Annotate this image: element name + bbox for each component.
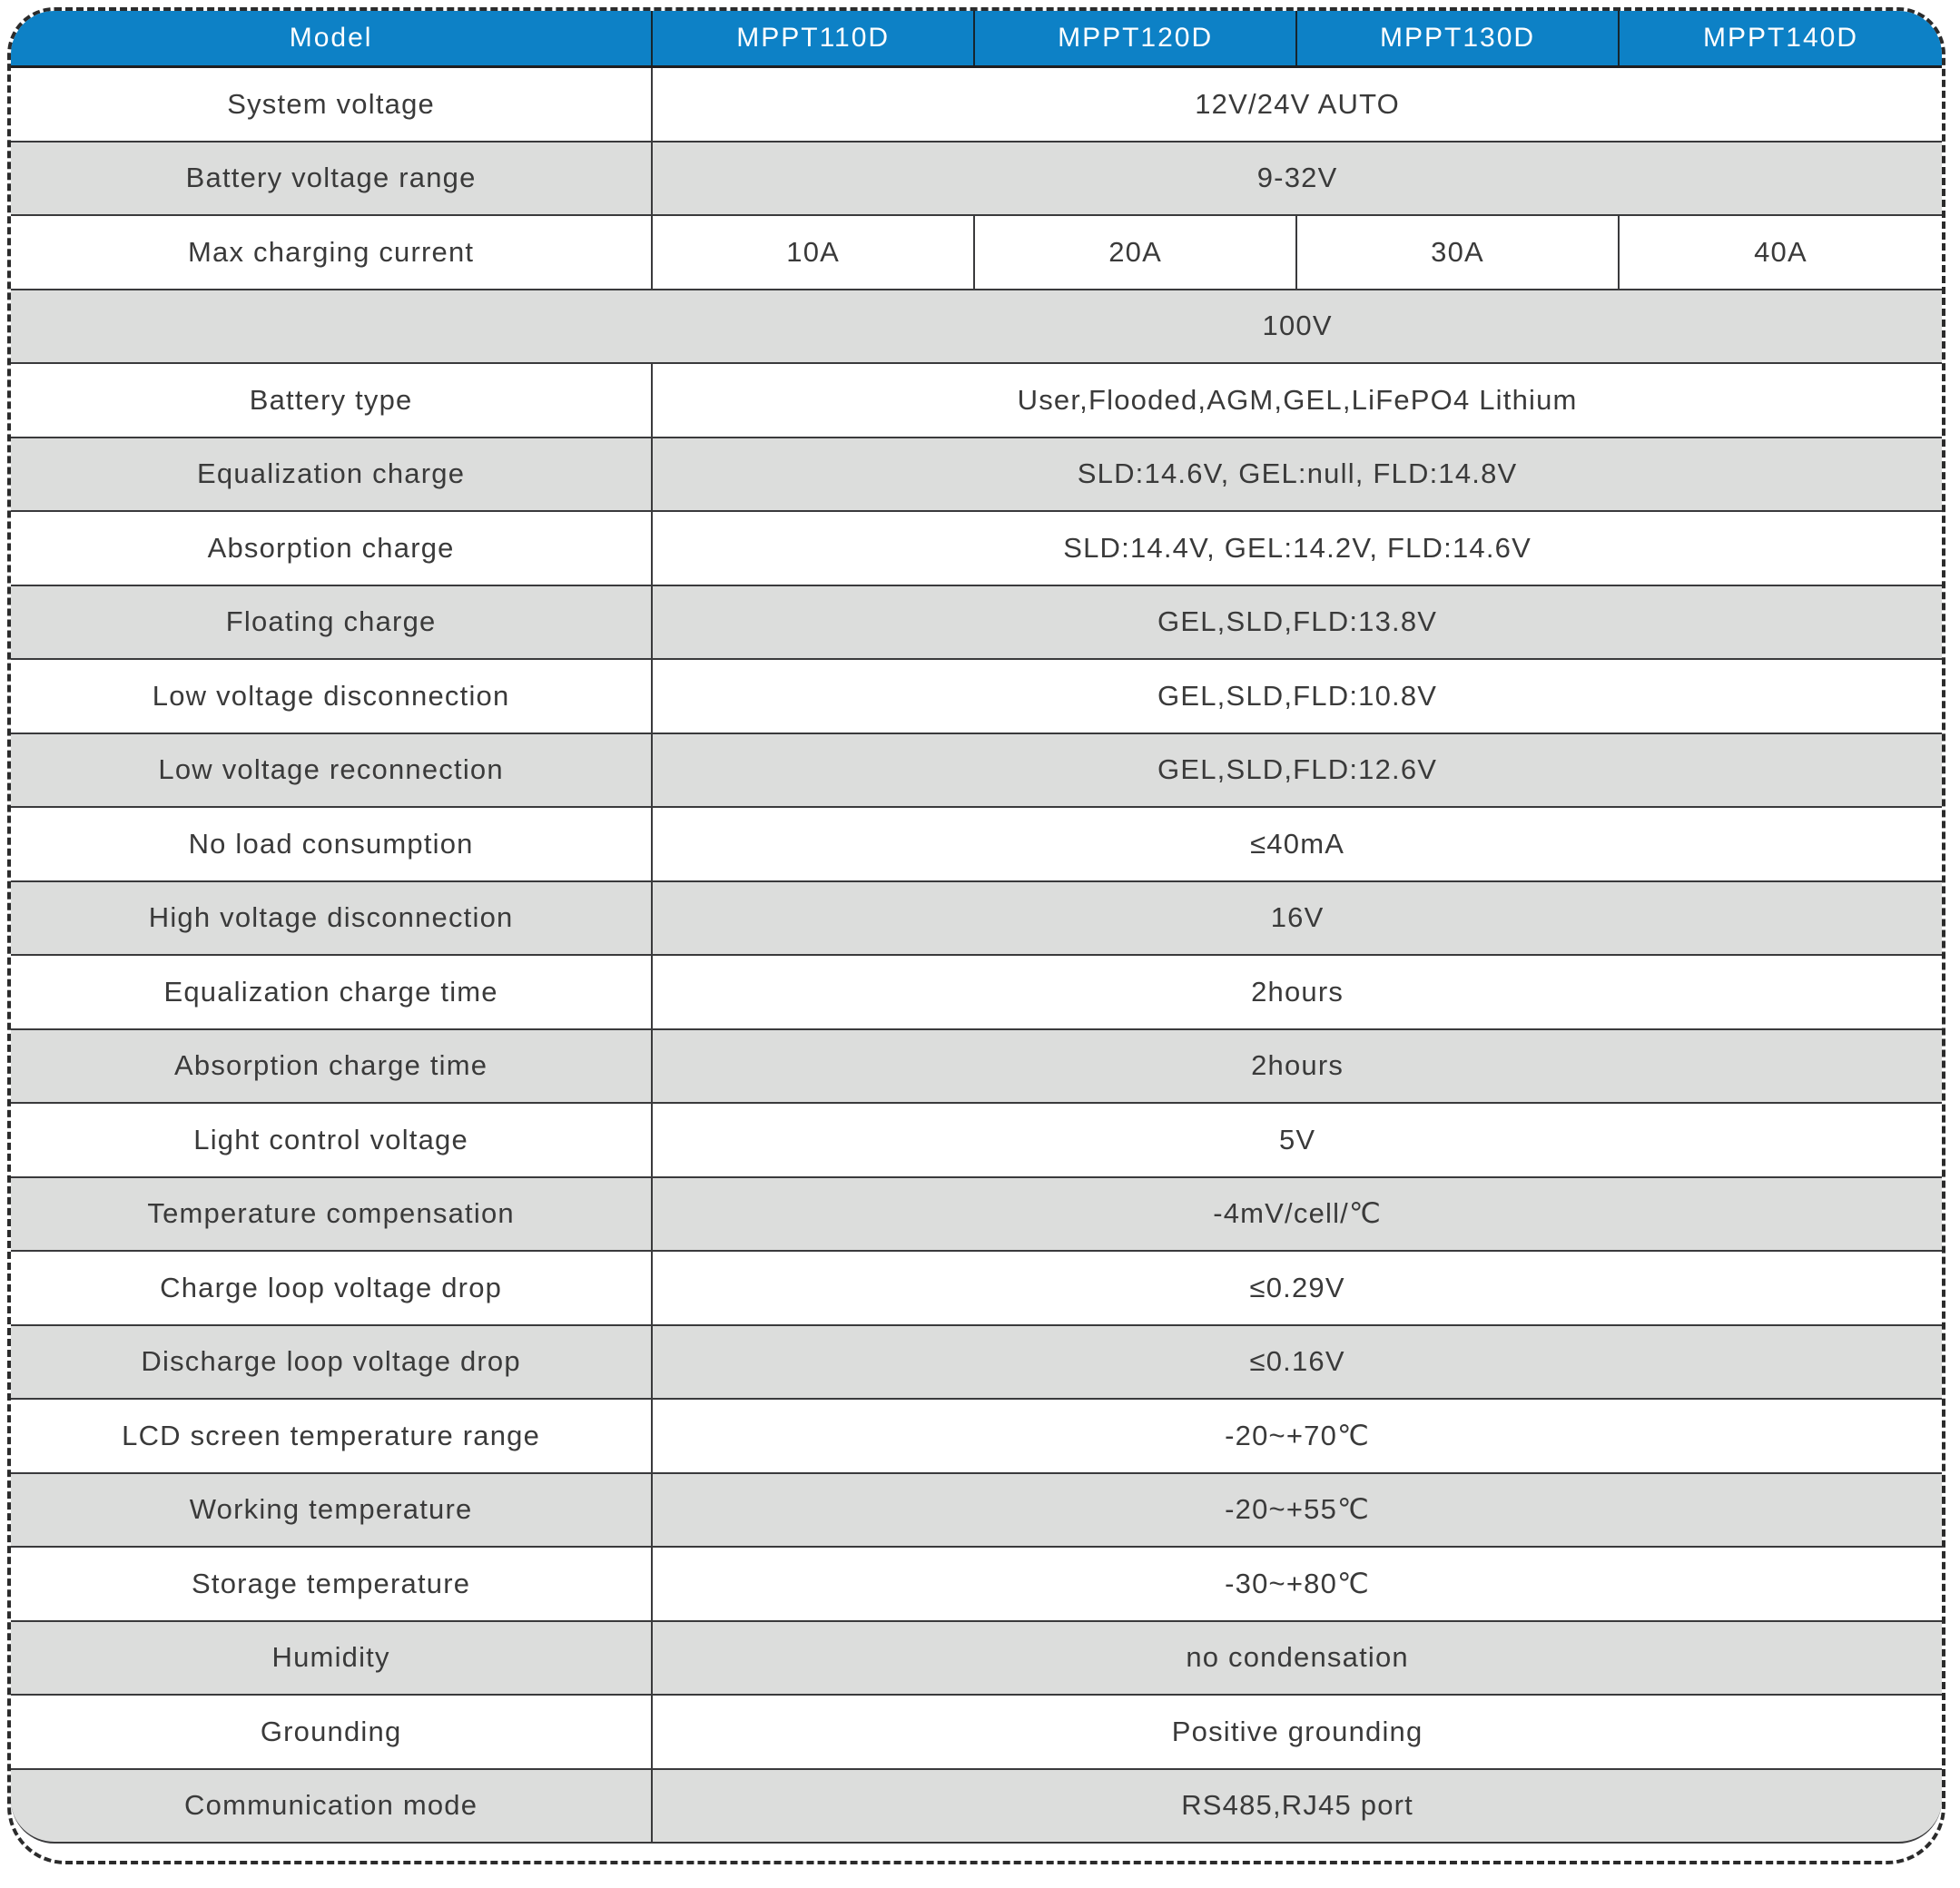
table-row: LCD screen temperature range -20~+70℃ — [11, 1400, 1942, 1474]
row-label: Working temperature — [11, 1473, 654, 1546]
row-value-cell: User,Flooded,AGM,GEL,LiFePO4 Lithium — [1017, 383, 1578, 416]
table-row: Absorption charge SLD:14.4V, GEL:14.2V, F… — [11, 512, 1942, 586]
table-header-row: Model MPPT110D MPPT120D MPPT130D MPPT140… — [11, 11, 1942, 68]
table-row: Max charging current 10A 20A 30A 40A — [11, 216, 1942, 290]
row-label: Communication mode — [11, 1769, 654, 1842]
table-row: Discharge loop voltage drop ≤0.16V — [11, 1325, 1942, 1400]
table-row: Battery voltage range 9-32V — [11, 142, 1942, 216]
row-value-cell: RS485,RJ45 port — [1181, 1789, 1413, 1822]
table-row: No load consumption ≤40mA — [11, 808, 1942, 882]
row-value-cell: GEL,SLD,FLD:10.8V — [1157, 679, 1438, 712]
table-row: Battery type User,Flooded,AGM,GEL,LiFePO4… — [11, 364, 1942, 438]
row-value-cell: 20A — [975, 216, 1298, 289]
table-row: Absorption charge time 2hours — [11, 1029, 1942, 1104]
row-value-cell: 2hours — [1251, 975, 1344, 1008]
table-row: System voltage 12V/24V AUTO — [11, 68, 1942, 143]
table-row: Equalization charge time 2hours — [11, 956, 1942, 1030]
table-row: Low voltage disconnection GEL,SLD,FLD:10.… — [11, 660, 1942, 734]
table-row: Working temperature -20~+55℃ — [11, 1473, 1942, 1548]
table-row: Equalization charge SLD:14.6V, GEL:null, … — [11, 438, 1942, 512]
row-label: High voltage disconnection — [11, 881, 654, 954]
row-label: Equalization charge — [11, 438, 654, 510]
row-label: System voltage — [11, 68, 654, 141]
header-cell-mppt130d: MPPT130D — [1297, 11, 1620, 65]
table-row: Humidity no condensation — [11, 1621, 1942, 1696]
row-label: Charge loop voltage drop — [11, 1252, 654, 1324]
row-label: Low voltage reconnection — [11, 733, 654, 806]
row-label: Storage temperature — [11, 1548, 654, 1620]
table-row: Grounding Positive grounding — [11, 1696, 1942, 1770]
row-value-cell: SLD:14.6V, GEL:null, FLD:14.8V — [1077, 457, 1518, 490]
row-label: Battery type — [11, 364, 654, 437]
row-value-cell: 9-32V — [1256, 162, 1338, 194]
table-row: Low voltage reconnection GEL,SLD,FLD:12.6… — [11, 733, 1942, 808]
row-value-cell: 16V — [1270, 901, 1325, 934]
table-row: Floating charge GEL,SLD,FLD:13.8V — [11, 585, 1942, 660]
row-value-cell: -4mV/cell/℃ — [1213, 1197, 1383, 1230]
spec-table: Model MPPT110D MPPT120D MPPT130D MPPT140… — [7, 7, 1945, 1864]
table-row: Temperature compensation -4mV/cell/℃ — [11, 1177, 1942, 1252]
row-label: Equalization charge time — [11, 956, 654, 1028]
row-value-cell: 10A — [653, 216, 976, 289]
row-value-cell: no condensation — [1186, 1641, 1409, 1674]
row-label: Battery voltage range — [11, 142, 654, 214]
row-label: Absorption charge time — [11, 1029, 654, 1102]
table-row: 100V — [11, 290, 1942, 364]
header-cell-mppt120d: MPPT120D — [975, 11, 1298, 65]
row-value-cell: 30A — [1297, 216, 1620, 289]
row-label: LCD screen temperature range — [11, 1400, 654, 1472]
row-label: Absorption charge — [11, 512, 654, 585]
table-row: Charge loop voltage drop ≤0.29V — [11, 1252, 1942, 1326]
header-cell-mppt110d: MPPT110D — [653, 11, 976, 65]
row-label: Grounding — [11, 1696, 654, 1768]
table-row: High voltage disconnection 16V — [11, 881, 1942, 956]
row-label: Light control voltage — [11, 1104, 654, 1176]
row-value-cell: ≤0.29V — [1249, 1271, 1345, 1303]
row-value-cell: ≤0.16V — [1249, 1345, 1345, 1378]
row-label — [11, 290, 653, 363]
row-label: Discharge loop voltage drop — [11, 1325, 654, 1398]
row-label: Max charging current — [11, 216, 654, 289]
row-value-cell: -30~+80℃ — [1225, 1567, 1371, 1599]
row-label: Humidity — [11, 1621, 654, 1694]
row-value-cell: 12V/24V AUTO — [1195, 87, 1400, 120]
row-value-cell: ≤40mA — [1250, 827, 1345, 860]
row-label: Low voltage disconnection — [11, 660, 654, 733]
row-value-cell: -20~+70℃ — [1225, 1419, 1371, 1451]
table-body: System voltage 12V/24V AUTO Battery voltag… — [11, 68, 1942, 1844]
row-label: Temperature compensation — [11, 1177, 654, 1250]
table-row: Storage temperature -30~+80℃ — [11, 1548, 1942, 1622]
table-row: Light control voltage 5V — [11, 1104, 1942, 1178]
row-value-cell: -20~+55℃ — [1225, 1493, 1371, 1526]
row-label: No load consumption — [11, 808, 654, 880]
row-value-cell: 2hours — [1251, 1049, 1344, 1082]
row-value-cell: 100V — [1262, 310, 1333, 342]
row-value-cell: SLD:14.4V, GEL:14.2V, FLD:14.6V — [1063, 531, 1532, 564]
header-cell-model: Model — [11, 11, 654, 65]
header-cell-mppt140d: MPPT140D — [1702, 23, 1859, 53]
table-row: Communication mode RS485,RJ45 port — [11, 1769, 1942, 1844]
row-value-cell: GEL,SLD,FLD:12.6V — [1157, 753, 1438, 786]
row-value-cell: GEL,SLD,FLD:13.8V — [1157, 605, 1438, 638]
row-label: Floating charge — [11, 585, 654, 658]
row-value-cell: Positive grounding — [1171, 1715, 1423, 1747]
row-value-cell: 40A — [1754, 235, 1807, 268]
row-value-cell: 5V — [1278, 1123, 1316, 1155]
